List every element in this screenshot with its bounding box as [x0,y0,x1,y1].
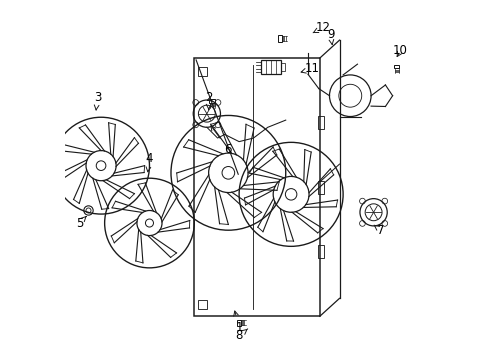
Text: 6: 6 [210,126,232,156]
Bar [317,181,324,194]
Bar [236,320,240,326]
Text: 12: 12 [312,21,330,34]
Text: 7: 7 [373,224,384,237]
Text: 1: 1 [233,311,243,333]
Bar [198,67,206,76]
Text: 11: 11 [301,62,320,75]
Text: 5: 5 [76,216,86,230]
Text: 2: 2 [204,91,212,110]
Bar [317,245,324,258]
Bar [209,99,215,103]
Text: 3: 3 [94,91,101,110]
Bar [281,63,285,71]
Bar [277,35,281,41]
Bar [198,300,206,309]
Bar [194,58,319,316]
Text: 9: 9 [326,28,334,45]
Bar [260,60,281,74]
Text: 10: 10 [392,44,407,57]
Text: 4: 4 [145,152,153,172]
Text: 8: 8 [235,329,247,342]
Bar [317,116,324,129]
Bar [393,65,399,68]
